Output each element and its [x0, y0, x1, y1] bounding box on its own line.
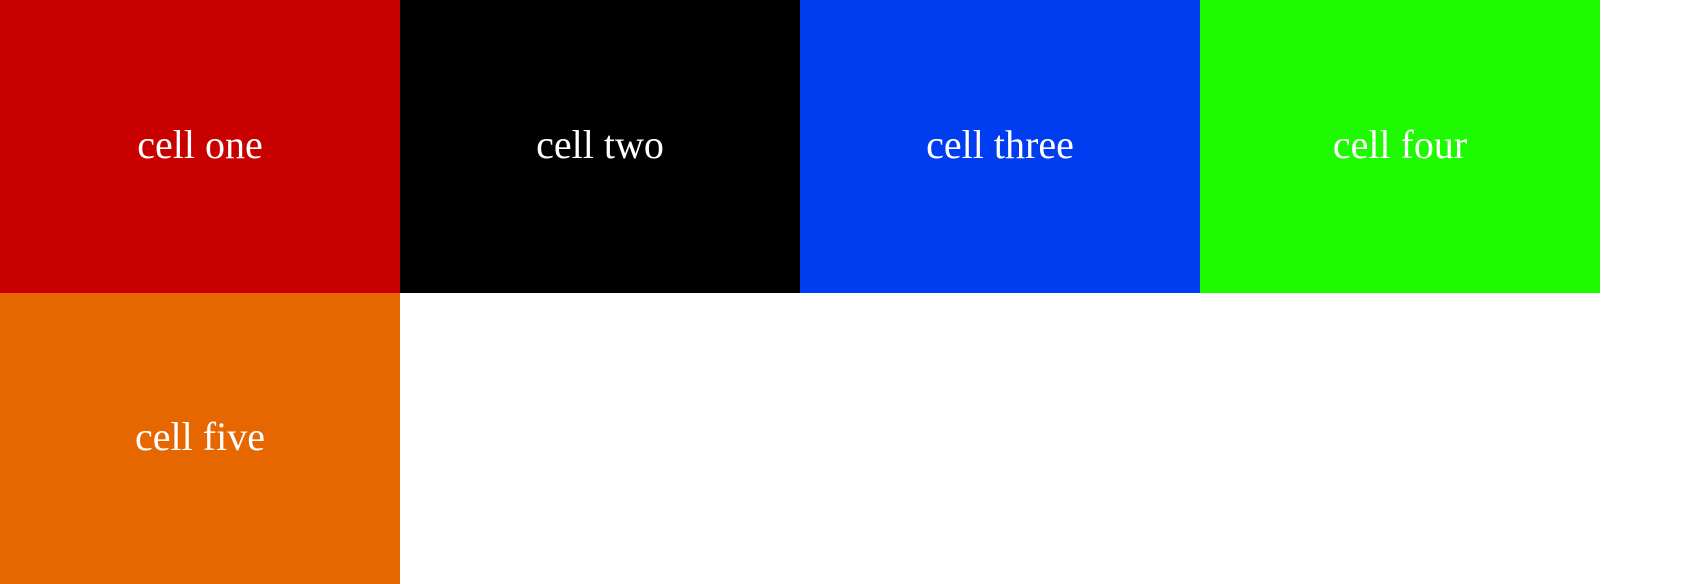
cell-three-label: cell three [926, 121, 1074, 167]
cell-grid: cell one cell two cell three cell four c… [0, 0, 1600, 584]
cell-one-label: cell one [137, 121, 263, 167]
cell-three: cell three [800, 0, 1200, 293]
cell-two-label: cell two [536, 121, 664, 167]
cell-five: cell five [0, 293, 400, 584]
cell-one: cell one [0, 0, 400, 293]
cell-four: cell four [1200, 0, 1600, 293]
cell-two: cell two [400, 0, 800, 293]
cell-four-label: cell four [1332, 121, 1468, 167]
cell-five-label: cell five [135, 413, 265, 459]
